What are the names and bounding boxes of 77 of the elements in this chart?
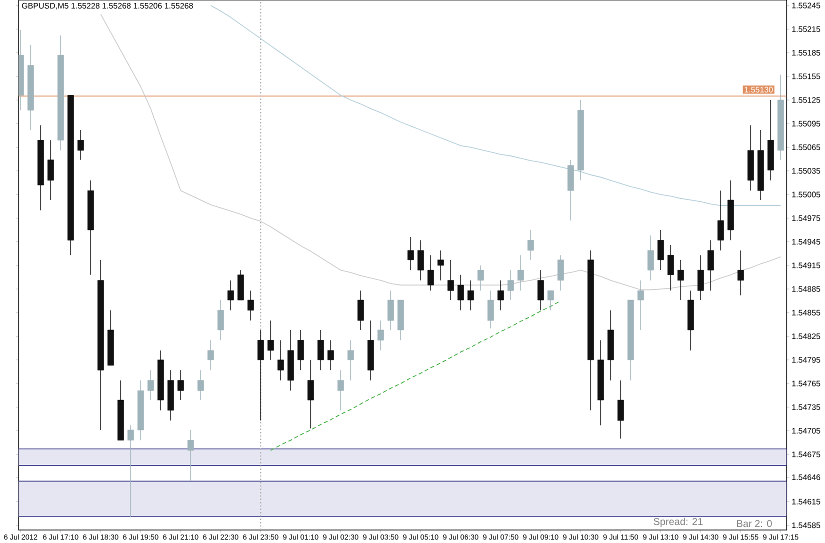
candlestick bbox=[337, 370, 344, 411]
candlestick bbox=[357, 290, 364, 330]
y-tick-label: 1.54945 bbox=[792, 238, 820, 245]
y-tick-label: 1.54765 bbox=[792, 380, 820, 386]
ref-line-label: 1.55130 bbox=[744, 86, 773, 92]
line-series bbox=[270, 300, 562, 451]
chart-title: GBPUSD,M5 1.55228 1.55268 1.55206 1.55268 bbox=[22, 2, 193, 10]
candlestick bbox=[427, 254, 434, 291]
candlestick bbox=[457, 274, 464, 311]
candlestick bbox=[517, 254, 524, 291]
candlestick bbox=[267, 320, 274, 360]
y-tick-label: 1.55035 bbox=[792, 168, 820, 174]
candlestick bbox=[277, 340, 284, 381]
candlestick bbox=[297, 330, 304, 371]
candlestick bbox=[347, 340, 354, 381]
y-tick-label: 1.54585 bbox=[792, 522, 820, 528]
candlestick bbox=[547, 290, 554, 311]
y-tick-label: 1.54675 bbox=[792, 452, 820, 458]
candlestick bbox=[77, 130, 84, 160]
candlestick bbox=[317, 330, 324, 371]
y-tick-label: 1.54735 bbox=[792, 404, 820, 410]
candlestick bbox=[227, 280, 234, 311]
candlestick bbox=[677, 259, 684, 300]
candlestick bbox=[207, 340, 214, 371]
candlestick bbox=[637, 280, 644, 330]
candlestick bbox=[467, 280, 474, 311]
y-tick-label: 1.55185 bbox=[792, 50, 820, 56]
y-tick-label: 1.55155 bbox=[792, 74, 820, 80]
annotation: Spread: 21 bbox=[654, 518, 703, 528]
candlestick bbox=[197, 370, 204, 400]
candlestick bbox=[377, 320, 384, 351]
candlestick bbox=[737, 250, 744, 296]
candlestick bbox=[257, 330, 264, 421]
y-tick-label: 1.54855 bbox=[792, 310, 820, 316]
y-tick-label: 1.54975 bbox=[792, 215, 820, 221]
candlestick bbox=[247, 290, 254, 321]
candlestick bbox=[657, 230, 664, 271]
y-tick-label: 1.55095 bbox=[792, 120, 820, 126]
candlestick bbox=[307, 359, 314, 429]
y-tick-label: 1.54885 bbox=[792, 286, 820, 292]
candlestick bbox=[667, 244, 674, 291]
candlestick bbox=[557, 254, 564, 291]
y-tick-label: 1.55215 bbox=[792, 26, 820, 32]
candlestick bbox=[417, 240, 424, 281]
y-tick-label: 1.55065 bbox=[792, 144, 820, 150]
candlestick bbox=[717, 190, 724, 251]
y-tick-label: 1.54795 bbox=[792, 357, 820, 363]
y-tick-label: 1.54825 bbox=[792, 333, 820, 340]
y-tick-label: 1.54615 bbox=[792, 498, 820, 504]
candlestick bbox=[487, 290, 494, 329]
candlestick bbox=[617, 380, 624, 440]
candlestick bbox=[477, 264, 484, 291]
candlestick bbox=[217, 300, 224, 341]
y-tick-label: 1.54915 bbox=[792, 262, 820, 268]
y-tick-label: 1.55125 bbox=[792, 97, 820, 103]
y-tick-label: 1.55245 bbox=[792, 2, 820, 8]
candlestick bbox=[177, 370, 184, 400]
candlestick bbox=[437, 250, 444, 281]
candlestick bbox=[407, 236, 414, 271]
candlestick bbox=[187, 430, 194, 481]
candlestick bbox=[327, 340, 334, 371]
candlestick bbox=[527, 230, 534, 260]
y-tick-label: 1.54646 bbox=[792, 474, 820, 480]
candlestick bbox=[447, 259, 454, 300]
y-tick-label: 1.55005 bbox=[792, 192, 820, 198]
candlestick bbox=[127, 424, 134, 518]
y-tick-label: 1.54705 bbox=[792, 428, 820, 434]
candlestick bbox=[647, 235, 654, 281]
candlestick bbox=[707, 240, 714, 291]
candlestick bbox=[497, 280, 504, 311]
candlestick bbox=[147, 370, 154, 400]
candlestick bbox=[537, 270, 544, 311]
annotation: Bar 2: 0 bbox=[737, 520, 772, 528]
candlestick bbox=[47, 140, 54, 200]
candlestick bbox=[387, 290, 394, 330]
candlestick bbox=[697, 254, 704, 300]
candlestick bbox=[507, 270, 514, 300]
